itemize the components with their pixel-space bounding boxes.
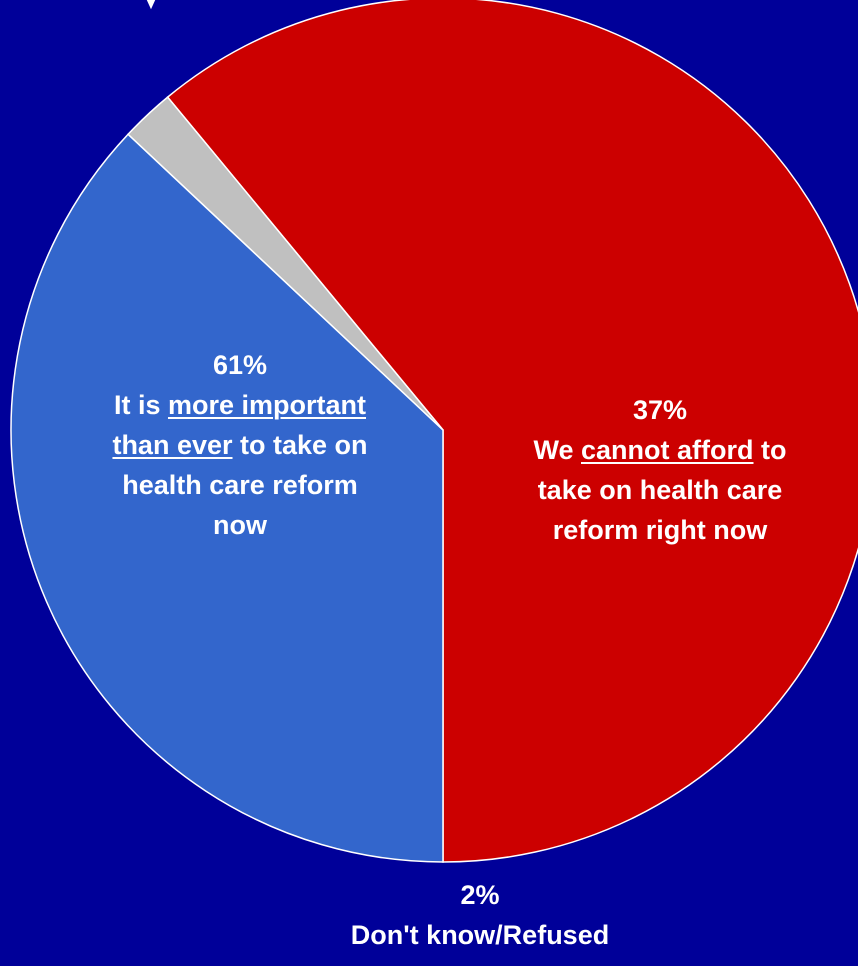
slice-description-line: reform right now [470, 510, 850, 550]
slice-description: It is more important than ever to take on… [30, 385, 450, 545]
slice-dont-know [127, 96, 444, 431]
slice-description-line: than ever to take on [30, 425, 450, 465]
slice-label-dont-know: 2% Don't know/Refused [300, 875, 660, 955]
slice-label-cannot-afford: 37% We cannot afford to take on health ca… [470, 390, 850, 550]
slice-description-line: take on health care [470, 470, 850, 510]
slice-description-line: We cannot afford to [470, 430, 850, 470]
slice-percent: 61% [212, 350, 268, 380]
description-text: Don't know/Refused [350, 920, 610, 950]
slice-cannot-afford [10, 133, 444, 863]
slice-description-line: health care reform [30, 465, 450, 505]
pie-slices [10, 0, 858, 863]
description-text: It is [113, 390, 168, 420]
slice-description-line: Don't know/Refused [300, 915, 660, 955]
description-text: take on health care [537, 475, 783, 505]
slice-more-important [166, 0, 858, 863]
slice-description-line: It is more important [30, 385, 450, 425]
emphasis-text: more important [167, 390, 367, 420]
slice-percent: 2% [460, 880, 500, 910]
cropped-title-glyph [146, 0, 156, 10]
description-text: to [753, 435, 787, 465]
slice-label-important-now: 61% It is more important than ever to tak… [30, 345, 450, 545]
description-text: now [213, 510, 267, 540]
description-text: We [533, 435, 581, 465]
slice-description-line: now [30, 505, 450, 545]
slice-description: We cannot afford to take on health care re… [470, 430, 850, 550]
description-text: to take on [232, 430, 368, 460]
emphasis-text: than ever [112, 430, 233, 460]
emphasis-text: cannot afford [581, 435, 754, 465]
slice-percent: 37% [632, 395, 688, 425]
slice-description: Don't know/Refused [300, 915, 660, 955]
description-text: reform right now [552, 515, 768, 545]
description-text: health care reform [122, 470, 358, 500]
